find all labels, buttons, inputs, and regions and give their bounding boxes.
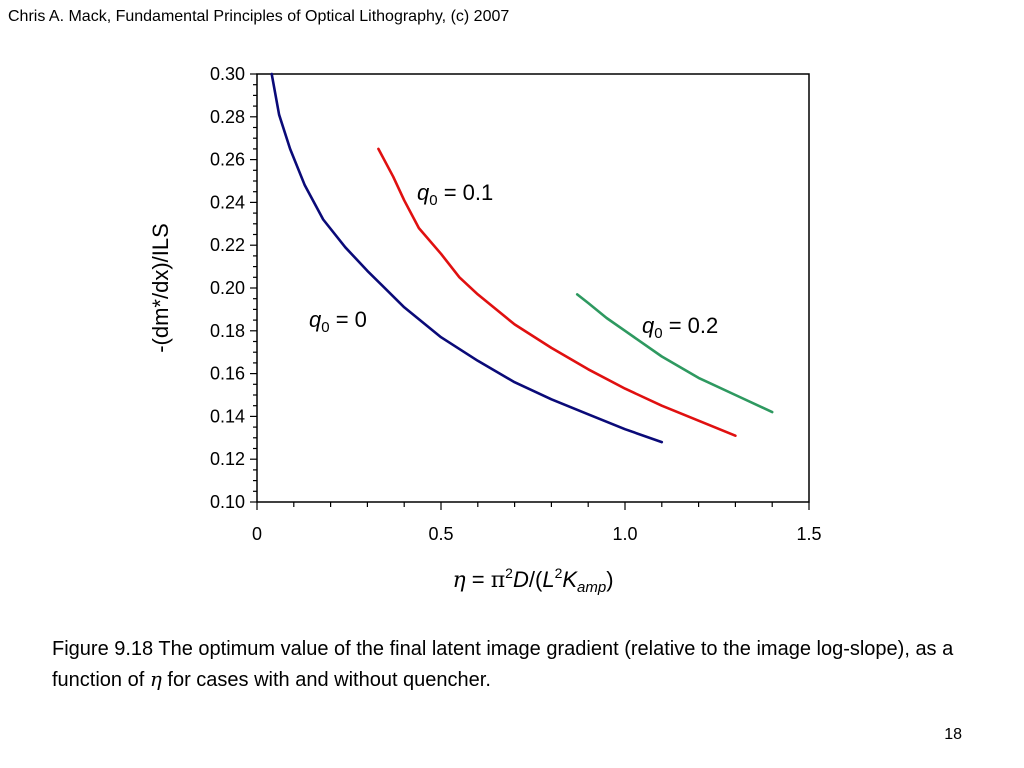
x-tick-label: 0 bbox=[252, 524, 262, 544]
y-tick-label: 0.26 bbox=[210, 150, 245, 170]
y-tick-label: 0.28 bbox=[210, 107, 245, 127]
curve-labels: q0 = 0 q0 = 0.1 q0 = 0.2 bbox=[309, 180, 718, 342]
series-label-1: q0 = 0.1 bbox=[417, 180, 493, 209]
caption-text-end: for cases with and without quencher. bbox=[161, 669, 491, 691]
series-label-0: q0 = 0 bbox=[309, 307, 367, 336]
y-tick-label: 0.20 bbox=[210, 278, 245, 298]
caption-text-start: Figure 9.18 The optimum value of the fin… bbox=[52, 638, 954, 691]
y-tick-label: 0.24 bbox=[210, 192, 245, 212]
x-axis-title: η = π2D/(L2Kamp) bbox=[452, 565, 613, 596]
figure-caption: Figure 9.18 The optimum value of the fin… bbox=[52, 634, 972, 695]
y-tick-label: 0.18 bbox=[210, 321, 245, 341]
x-tick-label: 0.5 bbox=[428, 524, 453, 544]
y-axis-title: -(dm*/dx)/ILS bbox=[148, 223, 173, 353]
series-line-2 bbox=[575, 293, 774, 414]
x-tick-label: 1.5 bbox=[796, 524, 821, 544]
series-label-2: q0 = 0.2 bbox=[642, 313, 718, 342]
series-line-0 bbox=[270, 72, 664, 444]
axis-ticks: 0.10 0.12 0.14 0.16 0.18 0.20 0.22 0.24 0.26 0.28… bbox=[210, 64, 822, 544]
y-tick-label: 0.10 bbox=[210, 492, 245, 512]
caption-eta-symbol: η bbox=[149, 667, 162, 691]
y-tick-label: 0.22 bbox=[210, 235, 245, 255]
slide-header: Chris A. Mack, Fundamental Principles of… bbox=[8, 8, 510, 25]
page-number: 18 bbox=[944, 726, 962, 743]
line-chart: 0.10 0.12 0.14 0.16 0.18 0.20 0.22 0.24 0.26 0.28… bbox=[148, 64, 822, 596]
x-tick-label: 1.0 bbox=[612, 524, 637, 544]
series-line-1 bbox=[377, 147, 737, 438]
plot-area-frame bbox=[256, 73, 810, 503]
y-tick-label: 0.30 bbox=[210, 64, 245, 84]
series-lines bbox=[270, 72, 774, 444]
y-tick-label: 0.12 bbox=[210, 449, 245, 469]
y-tick-label: 0.16 bbox=[210, 364, 245, 384]
y-tick-label: 0.14 bbox=[210, 406, 245, 426]
